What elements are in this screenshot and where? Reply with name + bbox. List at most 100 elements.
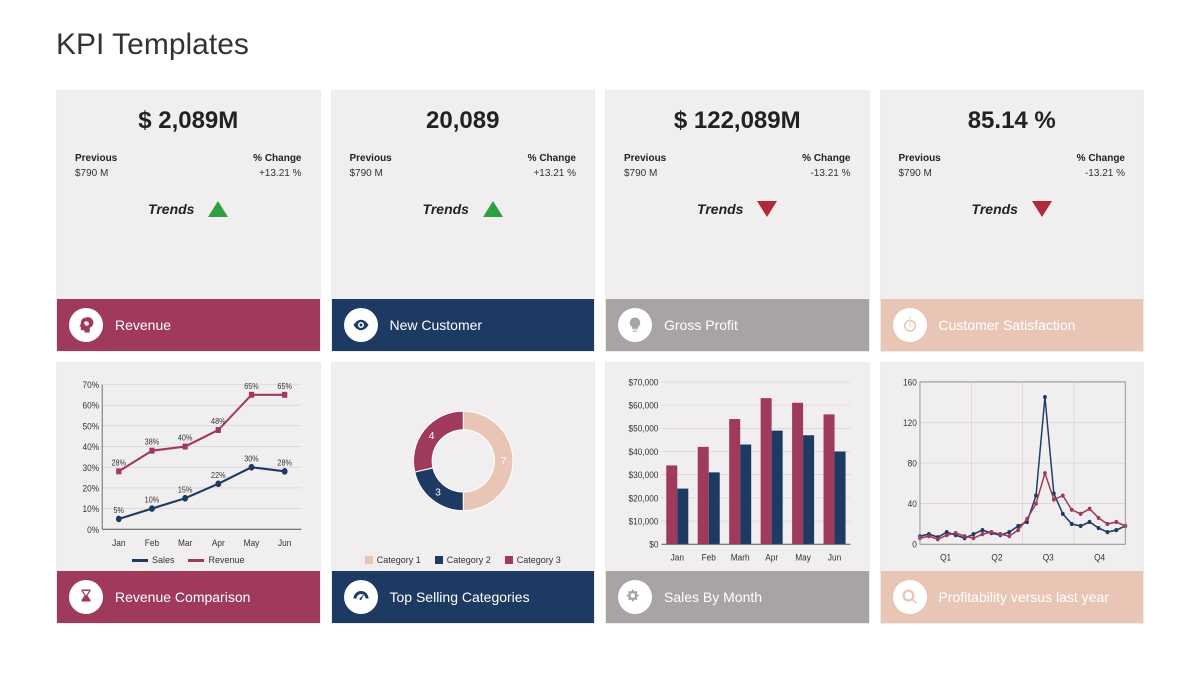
svg-text:May: May (795, 552, 811, 563)
svg-text:$0: $0 (649, 539, 658, 550)
footer-title: New Customer (390, 317, 483, 334)
stopwatch-icon (893, 308, 927, 342)
svg-text:3: 3 (435, 488, 441, 499)
svg-text:10%: 10% (82, 504, 99, 515)
svg-text:$50,000: $50,000 (628, 423, 658, 434)
magnifier-icon (893, 580, 927, 614)
previous-label: Previous (624, 153, 666, 164)
chart-card-profitability: 04080120160Q1Q2Q3Q4 Profitability versus… (880, 362, 1145, 624)
legend-label: Category 2 (447, 555, 491, 565)
svg-text:4: 4 (428, 431, 434, 442)
svg-text:Q4: Q4 (1094, 552, 1105, 563)
kpi-value: 20,089 (344, 107, 583, 135)
svg-text:0: 0 (912, 539, 917, 550)
chart-legend: Category 1 Category 2 Category 3 (344, 555, 583, 565)
svg-text:22%: 22% (211, 470, 226, 480)
svg-text:30%: 30% (82, 462, 99, 473)
svg-text:Q3: Q3 (1042, 552, 1053, 563)
svg-text:$20,000: $20,000 (628, 493, 658, 504)
svg-text:10%: 10% (145, 495, 160, 505)
svg-text:Marh: Marh (731, 552, 750, 563)
footer-title: Customer Satisfaction (939, 317, 1076, 334)
eye-icon (344, 308, 378, 342)
kpi-card-cust-sat: 85.14 % Previous $790 M % Change -13.21 … (880, 90, 1145, 352)
svg-text:15%: 15% (178, 485, 193, 495)
line-chart: 04080120160Q1Q2Q3Q4 (893, 375, 1132, 565)
change-value: -13.21 % (802, 168, 850, 179)
kpi-card-new-customer: 20,089 Previous $790 M % Change +13.21 %… (331, 90, 596, 352)
svg-text:Q1: Q1 (940, 552, 951, 563)
footer-title: Revenue (115, 317, 171, 334)
chart-card-revenue-comparison: 0%10%20%30%40%50%60%70%JanFebMarAprMayJu… (56, 362, 321, 624)
svg-text:$40,000: $40,000 (628, 447, 658, 458)
chart-card-top-selling: 7 3 4 Category 1 Category 2 Category 3 Top… (331, 362, 596, 624)
change-label: % Change (528, 153, 576, 164)
previous-label: Previous (350, 153, 392, 164)
chart-legend: Sales Revenue (69, 555, 308, 565)
svg-text:65%: 65% (244, 381, 259, 391)
svg-text:40%: 40% (178, 433, 193, 443)
svg-text:50%: 50% (82, 421, 99, 432)
svg-text:$70,000: $70,000 (628, 377, 658, 388)
previous-label: Previous (75, 153, 117, 164)
page-title: KPI Templates (56, 28, 1144, 62)
previous-value: $790 M (75, 168, 117, 179)
svg-text:$30,000: $30,000 (628, 470, 658, 481)
donut-chart: 7 3 4 (344, 375, 583, 553)
svg-text:70%: 70% (82, 380, 99, 391)
svg-text:Q2: Q2 (991, 552, 1002, 563)
trends-label: Trends (423, 201, 469, 217)
hourglass-icon (69, 580, 103, 614)
svg-text:38%: 38% (145, 437, 160, 447)
line-chart: 0%10%20%30%40%50%60%70%JanFebMarAprMayJu… (69, 375, 308, 553)
svg-text:60%: 60% (82, 400, 99, 411)
kpi-card-revenue: $ 2,089M Previous $790 M % Change +13.21… (56, 90, 321, 352)
change-label: % Change (253, 153, 301, 164)
gauge-icon (344, 580, 378, 614)
kpi-card-gross-profit: $ 122,089M Previous $790 M % Change -13.… (605, 90, 870, 352)
svg-text:Apr: Apr (212, 537, 225, 548)
trends-label: Trends (972, 201, 1018, 217)
svg-text:0%: 0% (87, 524, 99, 535)
svg-text:Feb: Feb (145, 537, 159, 548)
svg-text:$10,000: $10,000 (628, 516, 658, 527)
footer-title: Top Selling Categories (390, 589, 530, 606)
previous-value: $790 M (350, 168, 392, 179)
svg-text:40: 40 (907, 499, 916, 510)
legend-label: Revenue (208, 555, 244, 565)
svg-text:5%: 5% (114, 506, 125, 516)
change-label: % Change (1077, 153, 1125, 164)
svg-text:80: 80 (907, 458, 916, 469)
kpi-value: 85.14 % (893, 107, 1132, 135)
svg-text:Jun: Jun (828, 552, 841, 563)
footer-title: Profitability versus last year (939, 589, 1109, 606)
bar-chart: $0$10,000$20,000$30,000$40,000$50,000$60… (618, 375, 857, 565)
footer-title: Revenue Comparison (115, 589, 250, 606)
previous-value: $790 M (899, 168, 941, 179)
svg-text:Mar: Mar (178, 537, 192, 548)
kpi-value: $ 122,089M (618, 107, 857, 135)
svg-text:20%: 20% (82, 483, 99, 494)
gears-icon (618, 580, 652, 614)
change-value: +13.21 % (253, 168, 301, 179)
change-value: +13.21 % (528, 168, 576, 179)
legend-label: Sales (152, 555, 175, 565)
head-gear-icon (69, 308, 103, 342)
bulb-icon (618, 308, 652, 342)
change-label: % Change (802, 153, 850, 164)
footer-title: Sales By Month (664, 589, 762, 606)
kpi-value: $ 2,089M (69, 107, 308, 135)
previous-value: $790 M (624, 168, 666, 179)
svg-text:7: 7 (500, 456, 506, 467)
change-value: -13.21 % (1077, 168, 1125, 179)
trend-up-icon (208, 201, 228, 217)
dashboard-grid: $ 2,089M Previous $790 M % Change +13.21… (56, 90, 1144, 624)
legend-label: Category 1 (377, 555, 421, 565)
legend-label: Category 3 (517, 555, 561, 565)
svg-text:28%: 28% (277, 458, 292, 468)
svg-text:120: 120 (903, 418, 917, 429)
svg-text:Jun: Jun (278, 537, 291, 548)
chart-card-sales-by-month: $0$10,000$20,000$30,000$40,000$50,000$60… (605, 362, 870, 624)
svg-text:48%: 48% (211, 417, 226, 427)
trend-down-icon (757, 201, 777, 217)
